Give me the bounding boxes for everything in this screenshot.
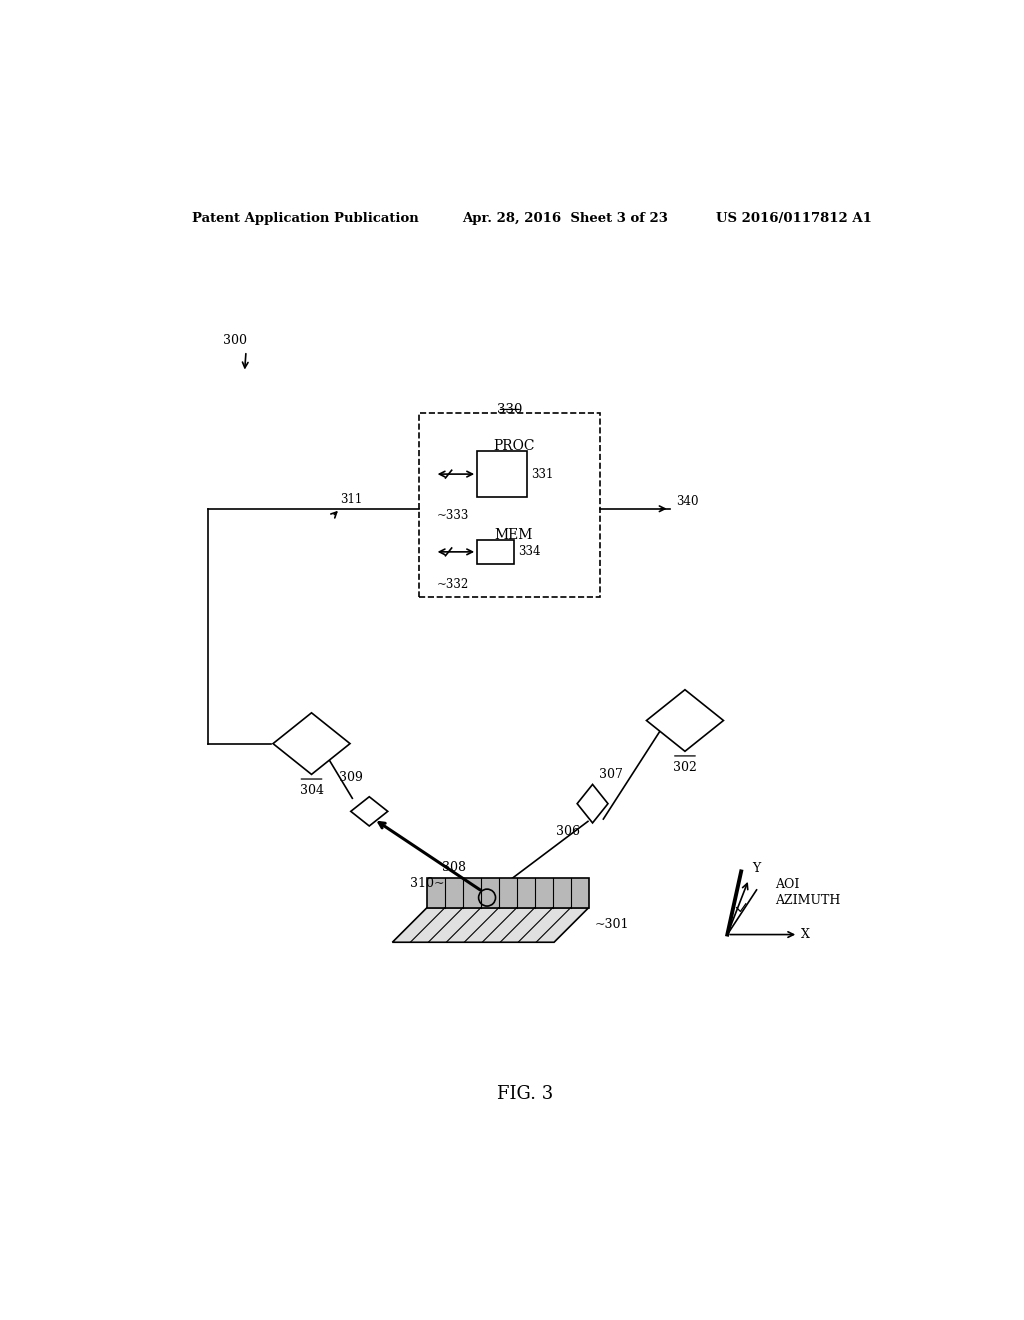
- Text: AZIMUTH: AZIMUTH: [775, 894, 841, 907]
- Polygon shape: [351, 797, 388, 826]
- Text: ~301: ~301: [595, 919, 630, 932]
- Text: AOI: AOI: [775, 878, 800, 891]
- Bar: [477, 540, 514, 564]
- Text: US 2016/0117812 A1: US 2016/0117812 A1: [716, 213, 871, 224]
- Text: Patent Application Publication: Patent Application Publication: [193, 213, 419, 224]
- Text: 331: 331: [531, 467, 553, 480]
- Polygon shape: [392, 908, 589, 942]
- Text: 311: 311: [340, 494, 362, 507]
- Text: 310~: 310~: [411, 876, 444, 890]
- Text: Apr. 28, 2016  Sheet 3 of 23: Apr. 28, 2016 Sheet 3 of 23: [462, 213, 668, 224]
- Bar: [477, 451, 527, 498]
- Text: 306: 306: [556, 825, 580, 838]
- Text: ~333: ~333: [436, 508, 469, 521]
- Text: 302: 302: [673, 760, 697, 774]
- Text: MEM: MEM: [495, 528, 532, 543]
- Text: 334: 334: [518, 545, 541, 558]
- Polygon shape: [578, 784, 608, 822]
- Polygon shape: [273, 713, 350, 775]
- Text: 307: 307: [599, 767, 623, 780]
- Text: Y: Y: [752, 862, 760, 875]
- Text: X: X: [801, 928, 810, 941]
- Text: PROC: PROC: [493, 440, 535, 454]
- Polygon shape: [646, 689, 724, 751]
- Text: 308: 308: [442, 861, 466, 874]
- Text: FIG. 3: FIG. 3: [497, 1085, 553, 1104]
- Text: 330: 330: [497, 404, 522, 416]
- Text: ~332: ~332: [436, 578, 469, 591]
- Text: 304: 304: [299, 784, 324, 797]
- Text: 309: 309: [339, 771, 364, 784]
- Polygon shape: [427, 878, 589, 908]
- Text: 300: 300: [223, 334, 247, 347]
- Text: 340: 340: [676, 495, 698, 508]
